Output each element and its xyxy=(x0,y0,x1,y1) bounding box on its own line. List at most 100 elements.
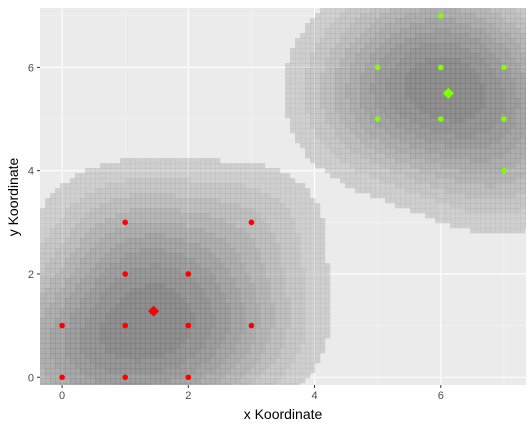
density-cell xyxy=(475,143,481,149)
density-cell xyxy=(420,158,426,164)
density-cell xyxy=(220,368,226,374)
density-cell xyxy=(335,148,341,154)
density-cell xyxy=(215,378,221,384)
density-cell xyxy=(160,383,166,385)
density-cell xyxy=(420,188,426,194)
density-cell xyxy=(275,183,281,189)
density-cell xyxy=(335,123,341,129)
density-cell xyxy=(290,258,296,264)
density-cell xyxy=(455,18,461,24)
density-cell xyxy=(300,73,306,79)
density-cell xyxy=(405,8,411,14)
density-cell xyxy=(95,213,101,219)
density-cell xyxy=(430,133,436,139)
density-cell xyxy=(525,123,526,129)
density-cell xyxy=(495,133,501,139)
density-cell xyxy=(135,378,141,384)
density-cell xyxy=(305,33,311,39)
density-cell xyxy=(160,308,166,314)
density-cell xyxy=(455,213,461,219)
density-cell xyxy=(90,213,96,219)
density-cell xyxy=(95,193,101,199)
density-cell xyxy=(100,293,106,299)
density-cell xyxy=(205,333,211,339)
density-cell xyxy=(225,163,231,169)
density-cell xyxy=(250,293,256,299)
density-cell xyxy=(375,48,381,54)
density-cell xyxy=(355,43,361,49)
density-cell xyxy=(315,323,321,329)
density-cell xyxy=(240,203,246,209)
density-cell xyxy=(465,8,471,14)
density-cell xyxy=(470,68,476,74)
density-cell xyxy=(80,223,86,229)
density-cell xyxy=(135,238,141,244)
density-cell xyxy=(145,253,151,259)
density-cell xyxy=(510,83,516,89)
density-cell xyxy=(70,328,76,334)
density-cell xyxy=(160,208,166,214)
density-cell xyxy=(325,113,331,119)
density-cell xyxy=(140,213,146,219)
density-cell xyxy=(280,348,286,354)
density-cell xyxy=(100,188,106,194)
x-axis-label: x Koordinate xyxy=(244,406,323,422)
density-cell xyxy=(485,63,491,69)
density-cell xyxy=(110,293,116,299)
density-cell xyxy=(175,238,181,244)
density-cell xyxy=(115,318,121,324)
density-cell xyxy=(145,248,151,254)
density-cell xyxy=(345,163,351,169)
density-cell xyxy=(315,148,321,154)
density-cell xyxy=(90,208,96,214)
density-cell xyxy=(335,83,341,89)
density-cell xyxy=(360,33,366,39)
density-cell xyxy=(245,198,251,204)
density-cell xyxy=(480,18,486,24)
density-cell xyxy=(360,178,366,184)
density-cell xyxy=(230,373,236,379)
density-cell xyxy=(135,368,141,374)
density-cell xyxy=(205,363,211,369)
density-cell xyxy=(150,173,156,179)
density-cell xyxy=(340,138,346,144)
density-cell xyxy=(190,368,196,374)
density-cell xyxy=(210,283,216,289)
density-cell xyxy=(380,88,386,94)
density-cell xyxy=(250,278,256,284)
density-cell xyxy=(400,53,406,59)
density-cell xyxy=(480,93,486,99)
density-cell xyxy=(485,58,491,64)
density-cell xyxy=(520,38,526,44)
density-cell xyxy=(170,218,176,224)
density-cell xyxy=(85,343,91,349)
density-cell xyxy=(65,308,71,314)
density-cell xyxy=(390,113,396,119)
density-cell xyxy=(75,273,81,279)
density-cell xyxy=(385,103,391,109)
density-cell xyxy=(265,298,271,304)
density-cell xyxy=(380,73,386,79)
density-cell xyxy=(60,318,66,324)
density-cell xyxy=(150,273,156,279)
density-cell xyxy=(305,288,311,294)
density-cell xyxy=(505,28,511,34)
density-cell xyxy=(240,248,246,254)
density-cell xyxy=(220,323,226,329)
density-cell xyxy=(355,68,361,74)
density-cell xyxy=(300,68,306,74)
density-cell xyxy=(460,133,466,139)
density-cell xyxy=(455,153,461,159)
density-cell xyxy=(490,98,496,104)
density-cell xyxy=(465,113,471,119)
density-cell xyxy=(430,73,436,79)
density-cell xyxy=(180,268,186,274)
density-cell xyxy=(370,178,376,184)
density-cell xyxy=(410,38,416,44)
density-cell xyxy=(55,283,61,289)
density-cell xyxy=(245,288,251,294)
density-cell xyxy=(150,323,156,329)
density-cell xyxy=(180,293,186,299)
density-cell xyxy=(55,313,61,319)
density-cell xyxy=(495,113,501,119)
